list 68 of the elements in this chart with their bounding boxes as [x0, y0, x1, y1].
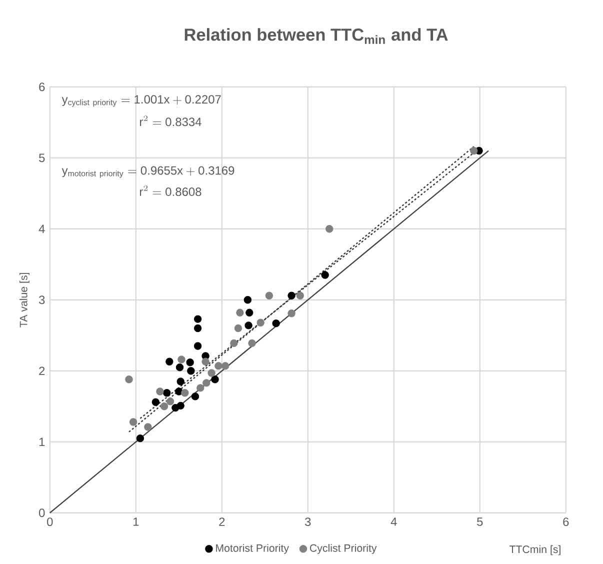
point — [202, 379, 210, 387]
y-tick-label: 6 — [39, 82, 45, 92]
point — [221, 362, 230, 370]
point — [175, 388, 183, 396]
point — [256, 318, 264, 326]
point — [326, 225, 334, 233]
x-tick-label: 6 — [563, 518, 569, 526]
x-tick-label: 5 — [477, 518, 483, 526]
legend-label: Motorist Priority — [216, 544, 289, 554]
point — [321, 271, 329, 279]
point — [186, 358, 194, 366]
point — [288, 292, 296, 300]
annotation: $\mathrm{r}^{2} = \mathrm{0.8608}$ — [140, 185, 202, 196]
point — [152, 398, 160, 406]
point — [211, 376, 219, 384]
x-tick-label: 1 — [133, 518, 139, 526]
point — [176, 402, 184, 410]
point — [181, 389, 189, 397]
y-tick-label: 5 — [39, 154, 45, 162]
point — [166, 398, 174, 406]
point — [156, 388, 164, 396]
point — [236, 308, 244, 317]
point — [187, 367, 195, 375]
point — [160, 402, 168, 410]
x-tick-label: 0 — [47, 518, 53, 526]
annotation: $\mathrm{y}_{\mathrm{cyclist\ priority}} = \mathrm{1.001x + 0.2207}$ — [62, 95, 221, 107]
point — [194, 324, 202, 332]
chart-title: Relation between TTC$_{min}$ and TA — [184, 28, 448, 44]
point — [176, 378, 184, 386]
point — [129, 418, 138, 426]
point — [166, 358, 174, 366]
x-axis-title: TTCmin [s] — [509, 545, 560, 556]
point — [248, 339, 256, 348]
point — [208, 369, 216, 377]
point — [125, 376, 133, 384]
annotation: $\mathrm{y}_{\mathrm{motorist\ priority}} = \mathrm{0.9655x + 0.3169}$ — [62, 166, 234, 178]
point — [244, 296, 252, 304]
point — [230, 339, 238, 348]
y-tick-label: 2 — [39, 366, 45, 376]
point — [194, 342, 202, 350]
point — [244, 322, 252, 330]
y-tick-label: 4 — [38, 224, 45, 233]
point — [196, 384, 204, 392]
point — [214, 362, 222, 370]
point — [194, 315, 202, 323]
point — [272, 319, 280, 328]
annotation: $\mathrm{r}^{2} = \mathrm{0.8334}$ — [140, 116, 202, 126]
legend-label: Cyclist Priority — [310, 544, 377, 554]
y-tick-label: 3 — [38, 296, 45, 304]
point — [246, 308, 254, 317]
point — [234, 324, 242, 332]
point — [162, 389, 171, 397]
x-tick-label: 2 — [219, 518, 225, 526]
point — [178, 356, 186, 364]
point — [296, 292, 304, 300]
point — [470, 146, 478, 155]
point — [144, 423, 152, 431]
y-axis-title: TA value [s] — [20, 273, 30, 328]
point — [191, 392, 200, 400]
y-tick-label: 0 — [38, 508, 45, 518]
x-tick-label: 3 — [305, 518, 311, 526]
point — [176, 363, 184, 372]
point — [136, 434, 144, 442]
point — [265, 292, 274, 300]
y-tick-label: 1 — [39, 438, 45, 446]
point — [288, 310, 296, 318]
x-tick-label: 4 — [390, 518, 397, 526]
point — [202, 358, 210, 366]
